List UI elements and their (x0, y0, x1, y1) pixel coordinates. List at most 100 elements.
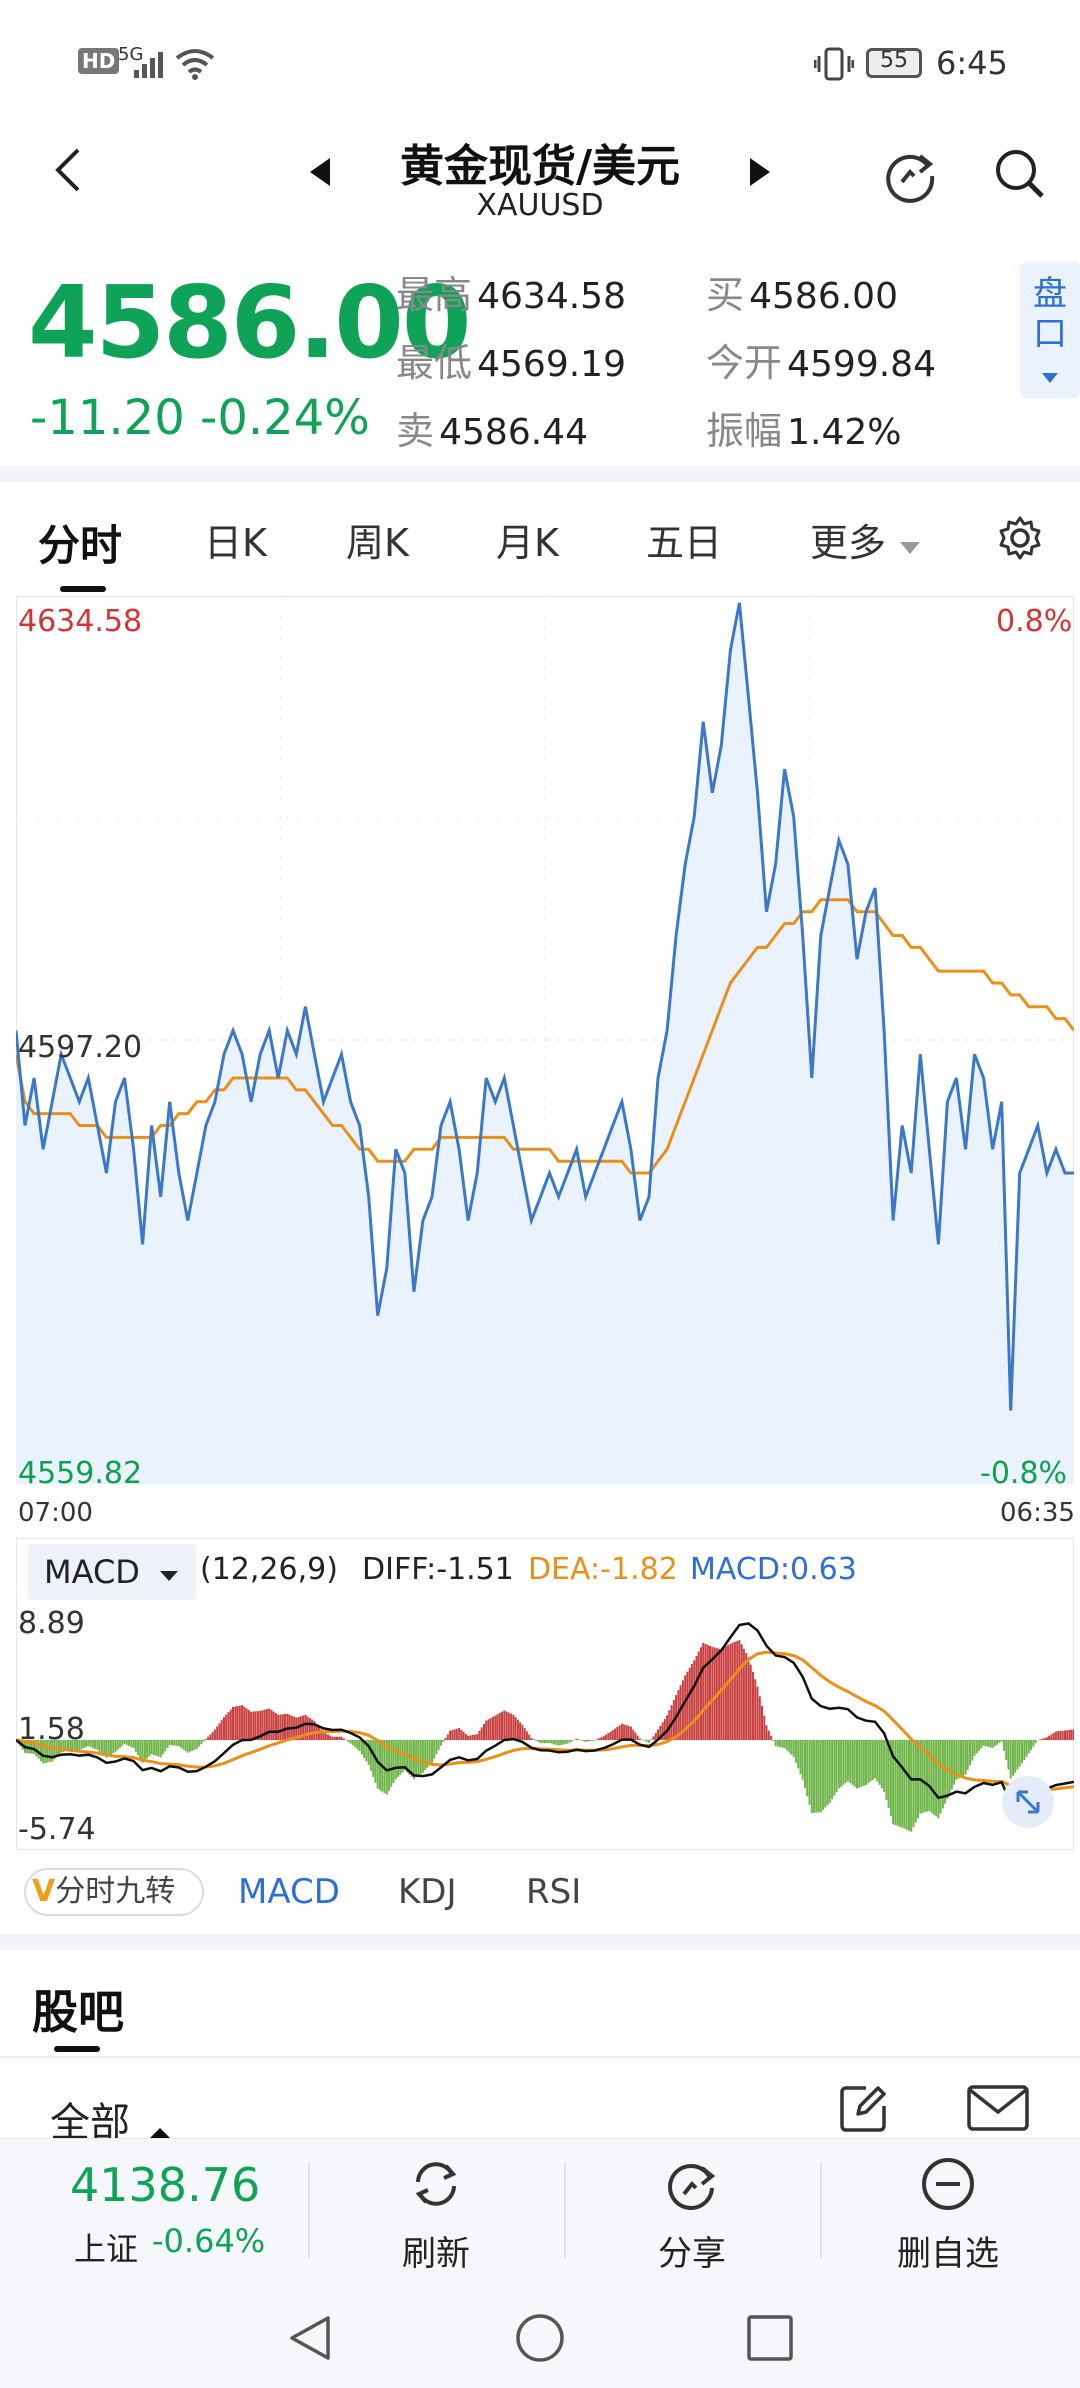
prev-symbol-icon[interactable] (306, 154, 334, 190)
tab-monthly-k[interactable]: 月K (496, 521, 559, 565)
share-label: 分享 (658, 2234, 726, 2274)
price-change: -11.20 (30, 390, 185, 446)
nine-turn-toggle[interactable]: V分时九转 (24, 1868, 204, 1916)
minus-circle-icon (922, 2158, 974, 2210)
order-book-label-1: 盘 (1033, 274, 1067, 314)
tab-weekly-k[interactable]: 周K (346, 521, 409, 565)
indicator-tab-kdj[interactable]: KDJ (398, 1872, 457, 1912)
diff-line (16, 1622, 1074, 1805)
quote-field-ask: 卖 4586.44 (396, 400, 588, 455)
nine-turn-label: 分时九转 (55, 1874, 176, 1909)
caret-down-icon (160, 1571, 179, 1581)
field-label: 振幅 (706, 409, 783, 453)
signal-icon (134, 52, 163, 78)
bottom-divider (564, 2162, 566, 2258)
indicator-tab-rsi[interactable]: RSI (526, 1872, 582, 1912)
field-value: 1.42% (787, 412, 902, 453)
indicator-select-value: MACD (44, 1553, 140, 1591)
macd-value: MACD:0.63 (690, 1552, 857, 1587)
search-icon[interactable] (990, 144, 1050, 204)
forum-divider (0, 2056, 1080, 2058)
message-icon[interactable] (966, 2084, 1030, 2132)
field-value: 4569.19 (477, 344, 626, 385)
share-button[interactable]: 分享 (592, 2150, 792, 2280)
field-label: 今开 (706, 341, 783, 385)
macd-y-mid-label: 1.58 (18, 1712, 85, 1747)
macd-y-min-label: -5.74 (18, 1812, 96, 1847)
tab-five-day[interactable]: 五日 (646, 521, 723, 565)
order-book-button[interactable]: 盘 口 (1020, 262, 1080, 398)
macd-dea-value: DEA:-1.82 (528, 1552, 678, 1587)
bottom-action-bar (0, 2138, 1080, 2286)
bottom-divider (308, 2162, 310, 2258)
page-title: 黄金现货/美元 (399, 141, 681, 192)
macd-chart-frame (16, 1538, 1074, 1850)
header: 黄金现货/美元 XAUUSD (0, 120, 1080, 260)
macd-y-max-label: 8.89 (18, 1606, 85, 1641)
battery-indicator (866, 48, 922, 78)
price-change-percent: -0.24% (200, 390, 370, 446)
refresh-label: 刷新 (402, 2234, 470, 2274)
index-name: 上证 (74, 2230, 139, 2268)
refresh-share-icon[interactable] (880, 144, 940, 204)
vibrate-icon (814, 47, 854, 81)
price-line (16, 602, 1074, 1411)
y-min-label: 4559.82 (18, 1456, 143, 1491)
wifi-icon (175, 49, 215, 80)
field-label: 买 (706, 273, 745, 317)
order-book-label-2: 口 (1033, 314, 1067, 354)
macd-chart[interactable] (16, 1538, 1074, 1850)
indicator-select[interactable]: MACD (28, 1544, 196, 1600)
v-badge: V (32, 1874, 56, 1909)
share-icon (668, 2164, 716, 2210)
nav-recents-icon[interactable] (744, 2312, 796, 2364)
field-value: 4586.44 (439, 412, 588, 453)
average-price-line (16, 898, 1074, 1175)
remove-watchlist-button[interactable]: 删自选 (848, 2150, 1048, 2280)
settings-gear-icon[interactable] (996, 514, 1044, 562)
nav-home-icon[interactable] (514, 2312, 566, 2364)
field-label: 最高 (396, 273, 473, 317)
network-label: 5G (118, 44, 144, 65)
quote-field-low: 最低 4569.19 (396, 332, 626, 387)
quote-field-amplitude: 振幅 1.42% (706, 400, 901, 455)
next-symbol-icon[interactable] (746, 154, 774, 190)
expand-chart-button[interactable] (1002, 1776, 1054, 1828)
clock: 6:45 (936, 44, 1008, 82)
active-tab-indicator (60, 586, 106, 592)
y-max-label: 4634.58 (18, 604, 143, 639)
remove-watchlist-label: 删自选 (897, 2234, 999, 2274)
expand-icon (1016, 1790, 1040, 1814)
index-value: 4138.76 (70, 2158, 261, 2212)
field-value: 4634.58 (477, 276, 626, 317)
tab-more-label: 更多 (810, 521, 887, 565)
nav-back-icon[interactable] (284, 2312, 336, 2364)
y-mid-label: 4597.20 (18, 1030, 143, 1065)
field-value: 4599.84 (787, 344, 936, 385)
indicator-tab-macd[interactable]: MACD (238, 1872, 340, 1912)
section-divider (0, 466, 1080, 482)
back-icon[interactable] (50, 144, 86, 196)
tab-more[interactable]: 更多 (810, 512, 922, 567)
refresh-button[interactable]: 刷新 (336, 2150, 536, 2280)
pct-max-label: 0.8% (996, 604, 1073, 639)
tab-daily-k[interactable]: 日K (204, 521, 267, 565)
index-ticker[interactable]: 4138.76 上证 -0.64% (0, 2150, 310, 2280)
compose-post-icon[interactable] (836, 2080, 892, 2136)
collapse-caret-icon[interactable] (148, 2126, 172, 2140)
system-nav-bar (0, 2286, 1080, 2388)
dea-line (16, 1650, 1074, 1792)
hd-badge: HD (78, 48, 120, 74)
index-percent: -0.64% (152, 2222, 266, 2260)
macd-histogram (17, 1640, 1074, 1832)
battery-level: 55 (880, 48, 908, 73)
tab-intraday[interactable]: 分时 (38, 521, 123, 570)
macd-params: (12,26,9) (200, 1552, 338, 1587)
field-label: 最低 (396, 341, 473, 385)
field-label: 卖 (396, 409, 435, 453)
current-price: 4586.00 (28, 264, 471, 381)
field-value: 4586.00 (749, 276, 898, 317)
time-end-label: 06:35 (1000, 1498, 1075, 1528)
intraday-chart[interactable] (16, 596, 1074, 1484)
macd-diff-value: DIFF:-1.51 (362, 1552, 514, 1587)
